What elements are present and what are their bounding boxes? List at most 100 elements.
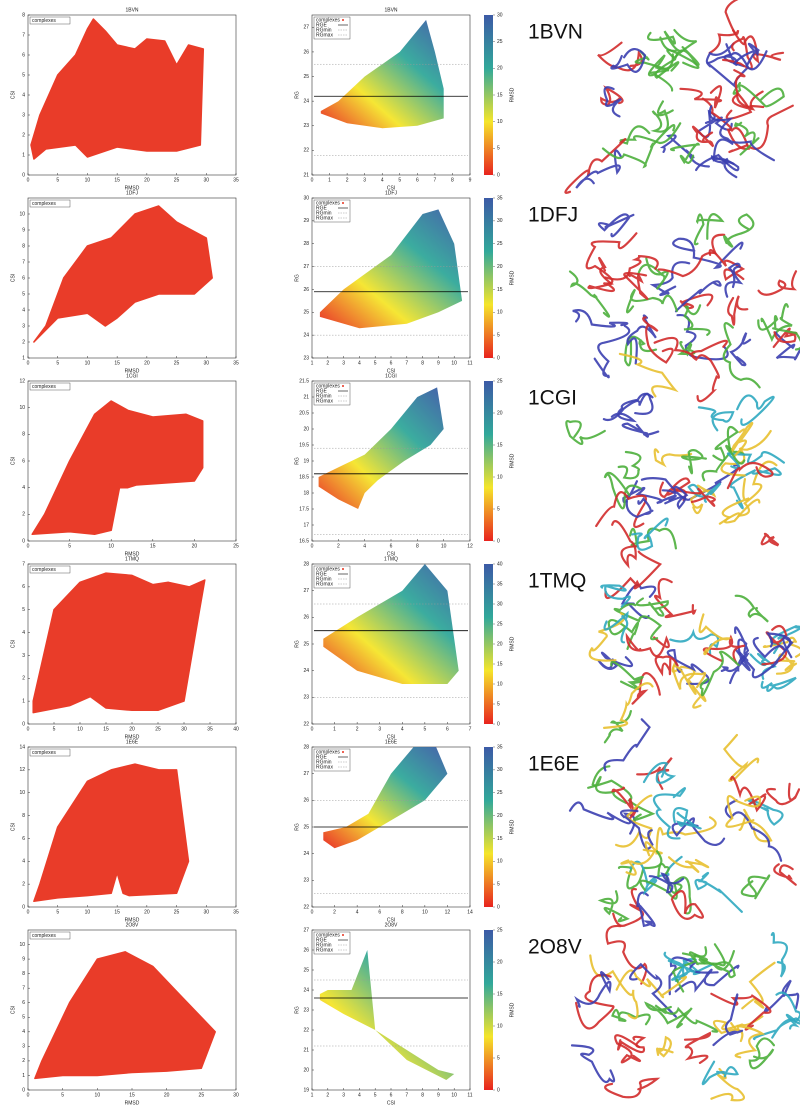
protein-ribbon [695, 138, 740, 172]
legend-label: complexes [316, 383, 340, 389]
y-tick-label: 6 [22, 458, 25, 464]
colorbar-tick-label: 15 [497, 836, 503, 842]
x-axis-label: CSI [387, 917, 395, 923]
protein-ribbon [654, 46, 700, 79]
x-tick-label: 4 [358, 360, 361, 366]
protein-ribbon [595, 491, 647, 529]
x-tick-label: 20 [192, 543, 198, 549]
x-tick-label: 5 [398, 177, 401, 183]
colorbar-tick-label: 10 [497, 119, 503, 125]
protein-ribbon [623, 271, 649, 300]
x-tick-label: 0 [311, 543, 314, 549]
structure-label: 1TMQ [528, 570, 586, 593]
protein-ribbon [730, 421, 754, 457]
y-tick-label: 4 [22, 859, 25, 865]
legend-box [29, 565, 71, 574]
colorbar-tick-label: 5 [497, 332, 500, 338]
protein-ribbon [585, 232, 638, 285]
protein-ribbon [694, 871, 743, 913]
x-tick-label: 30 [233, 1092, 239, 1098]
x-tick-label: 15 [129, 1092, 135, 1098]
x-tick-label: 10 [441, 543, 447, 549]
protein-ribbon [671, 487, 716, 507]
y-tick-label: 3 [22, 653, 25, 659]
protein-ribbon [653, 336, 728, 362]
legend-label: RGmin [316, 576, 332, 582]
x-tick-label: 5 [56, 909, 59, 915]
y-axis-label: RG [294, 457, 300, 465]
protein-ribbon [611, 520, 638, 569]
protein-ribbon [757, 315, 800, 351]
x-tick-label: 5 [56, 177, 59, 183]
protein-ribbon [683, 1031, 711, 1064]
protein-ribbon [591, 765, 627, 804]
legend-label: complexes [316, 932, 340, 938]
protein-ribbon [672, 237, 744, 270]
y-axis-label: RG [294, 91, 300, 99]
protein-ribbon [634, 50, 670, 74]
legend-label: RGmin [316, 393, 332, 399]
x-tick-label: 15 [114, 177, 120, 183]
x-tick-label: 20 [144, 177, 150, 183]
x-tick-label: 3 [342, 1092, 345, 1098]
y-tick-label: 27 [303, 588, 309, 594]
legend-swatch [342, 751, 344, 753]
point-cloud [323, 564, 459, 684]
legend-label: complexes [32, 750, 56, 756]
x-tick-label: 8 [421, 1092, 424, 1098]
y-tick-label: 4 [22, 630, 25, 636]
x-tick-label: 7 [405, 1092, 408, 1098]
legend-label: complexes [316, 566, 340, 572]
colorbar [484, 381, 493, 541]
legend-box [29, 748, 71, 757]
y-tick-label: 0 [22, 721, 25, 727]
x-tick-label: 5 [68, 543, 71, 549]
y-tick-label: 12 [19, 767, 25, 773]
x-tick-label: 2 [337, 543, 340, 549]
colorbar-tick-label: 15 [497, 661, 503, 667]
colorbar-tick-label: 0 [497, 355, 500, 361]
legend-label: complexes [32, 18, 56, 24]
x-tick-label: 0 [311, 909, 314, 915]
protein-ribbon [624, 335, 658, 367]
protein-ribbon [629, 962, 677, 1018]
x-tick-label: 6 [378, 909, 381, 915]
protein-ribbon [740, 874, 771, 900]
protein-ribbon [568, 270, 611, 318]
y-tick-label: 4 [22, 485, 25, 491]
y-tick-label: 18 [303, 490, 309, 496]
chart-title: 1CGI [385, 373, 397, 379]
legend-label: complexes [316, 749, 340, 755]
x-tick-label: 15 [103, 726, 109, 732]
chart-title: 1CGI [126, 373, 138, 379]
protein-ribbon [726, 451, 785, 470]
colorbar-tick-label: 10 [497, 310, 503, 316]
y-tick-label: 6 [22, 275, 25, 281]
protein-ribbon [636, 891, 656, 928]
x-tick-label: 11 [467, 360, 472, 366]
x-tick-label: 5 [56, 360, 59, 366]
protein-ribbon [730, 1022, 766, 1059]
protein-ribbon [760, 676, 797, 692]
colorbar-tick-label: 0 [497, 1087, 500, 1093]
protein-ribbon [669, 628, 720, 655]
x-tick-label: 6 [390, 360, 393, 366]
legend-label: RGmin [316, 210, 332, 216]
x-axis-label: RMSD [125, 185, 140, 191]
x-tick-label: 7 [469, 726, 472, 732]
x-tick-label: 1 [328, 177, 331, 183]
protein-ribbon [693, 213, 725, 246]
x-tick-label: 9 [469, 177, 472, 183]
legend-label: RGE [316, 937, 328, 943]
y-axis-label: CSI [10, 274, 16, 282]
plot-frame [311, 14, 471, 176]
legend-box [29, 199, 71, 208]
protein-ribbon [603, 471, 642, 510]
x-tick-label: 35 [233, 360, 239, 366]
x-tick-label: 0 [27, 543, 30, 549]
y-axis-label: CSI [10, 457, 16, 465]
legend-label: RGE [316, 571, 328, 577]
protein-ribbon [668, 956, 719, 996]
protein-ribbon [705, 42, 739, 66]
protein-ribbon [710, 992, 772, 1031]
